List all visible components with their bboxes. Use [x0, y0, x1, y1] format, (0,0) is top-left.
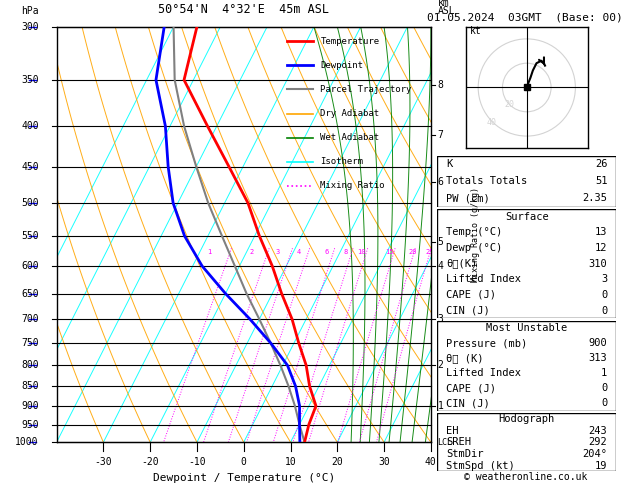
- Text: 3: 3: [438, 314, 443, 324]
- Text: 13: 13: [595, 227, 608, 238]
- Text: Dewpoint / Temperature (°C): Dewpoint / Temperature (°C): [153, 473, 335, 484]
- Text: 204°: 204°: [582, 449, 608, 459]
- Text: 310: 310: [589, 259, 608, 269]
- Text: 2: 2: [438, 360, 443, 370]
- Text: Lifted Index: Lifted Index: [446, 368, 521, 378]
- Text: 400: 400: [21, 121, 38, 131]
- Text: 1: 1: [438, 401, 443, 411]
- Text: 20: 20: [504, 101, 515, 109]
- Text: 0: 0: [601, 383, 608, 393]
- Text: 2.35: 2.35: [582, 193, 608, 203]
- Text: 292: 292: [589, 437, 608, 447]
- Text: 7: 7: [438, 130, 443, 139]
- Text: EH: EH: [446, 426, 459, 435]
- Text: 950: 950: [21, 419, 38, 430]
- Text: 15: 15: [386, 249, 394, 256]
- Text: 350: 350: [21, 75, 38, 85]
- Text: -20: -20: [142, 457, 159, 467]
- Text: StmDir: StmDir: [446, 449, 484, 459]
- Text: 1: 1: [208, 249, 212, 256]
- Text: 26: 26: [595, 159, 608, 169]
- Text: 4: 4: [438, 261, 443, 271]
- Text: LCL: LCL: [438, 438, 453, 447]
- Text: Mixing Ratio (g/kg): Mixing Ratio (g/kg): [471, 187, 481, 282]
- Text: 500: 500: [21, 198, 38, 208]
- Text: Surface: Surface: [505, 212, 548, 222]
- Text: 0: 0: [601, 398, 608, 408]
- Text: 6: 6: [325, 249, 329, 256]
- Text: 3: 3: [276, 249, 280, 256]
- Text: StmSpd (kt): StmSpd (kt): [446, 461, 515, 470]
- Text: SREH: SREH: [446, 437, 471, 447]
- Text: Pressure (mb): Pressure (mb): [446, 338, 527, 348]
- Text: Wet Adiabat: Wet Adiabat: [320, 133, 379, 142]
- Text: -30: -30: [94, 457, 112, 467]
- Text: 450: 450: [21, 162, 38, 172]
- Text: 12: 12: [595, 243, 608, 253]
- Text: 8: 8: [343, 249, 348, 256]
- Text: Temperature: Temperature: [320, 37, 379, 46]
- Text: 6: 6: [438, 177, 443, 187]
- Text: PW (cm): PW (cm): [446, 193, 490, 203]
- Text: 243: 243: [589, 426, 608, 435]
- Text: CIN (J): CIN (J): [446, 306, 490, 315]
- Text: kt: kt: [470, 26, 481, 36]
- Text: 0: 0: [601, 290, 608, 300]
- Text: 700: 700: [21, 314, 38, 324]
- Text: Mixing Ratio: Mixing Ratio: [320, 181, 385, 191]
- Text: Parcel Trajectory: Parcel Trajectory: [320, 85, 412, 94]
- Text: 313: 313: [589, 353, 608, 363]
- Text: 0: 0: [241, 457, 247, 467]
- Text: 750: 750: [21, 338, 38, 348]
- Text: 51: 51: [595, 176, 608, 186]
- Text: Isotherm: Isotherm: [320, 157, 364, 166]
- Text: 300: 300: [21, 22, 38, 32]
- Text: 800: 800: [21, 360, 38, 370]
- Text: 20: 20: [409, 249, 418, 256]
- Text: 20: 20: [331, 457, 343, 467]
- Text: Dry Adiabat: Dry Adiabat: [320, 109, 379, 118]
- Text: © weatheronline.co.uk: © weatheronline.co.uk: [464, 472, 587, 482]
- Text: 3: 3: [601, 274, 608, 284]
- Text: 5: 5: [438, 237, 443, 247]
- Text: K: K: [446, 159, 452, 169]
- Text: 1000: 1000: [15, 437, 38, 447]
- Text: 550: 550: [21, 231, 38, 241]
- Text: Hodograph: Hodograph: [499, 414, 555, 424]
- Text: hPa: hPa: [21, 6, 38, 17]
- Text: 900: 900: [21, 401, 38, 411]
- Text: Dewp (°C): Dewp (°C): [446, 243, 503, 253]
- Text: Dewpoint: Dewpoint: [320, 61, 364, 70]
- Text: 19: 19: [595, 461, 608, 470]
- Text: 900: 900: [589, 338, 608, 348]
- Text: 10: 10: [285, 457, 296, 467]
- Text: 40: 40: [487, 118, 497, 127]
- Text: 30: 30: [378, 457, 390, 467]
- Text: Temp (°C): Temp (°C): [446, 227, 503, 238]
- Text: km
ASL: km ASL: [438, 0, 455, 17]
- Text: 25: 25: [425, 249, 434, 256]
- Text: 650: 650: [21, 289, 38, 298]
- Text: Most Unstable: Most Unstable: [486, 323, 567, 333]
- Text: -10: -10: [188, 457, 206, 467]
- Text: 4: 4: [296, 249, 301, 256]
- Text: θᴇ (K): θᴇ (K): [446, 353, 484, 363]
- Text: θᴇ(K): θᴇ(K): [446, 259, 477, 269]
- Text: 50°54'N  4°32'E  45m ASL: 50°54'N 4°32'E 45m ASL: [159, 3, 329, 17]
- Text: 40: 40: [425, 457, 437, 467]
- Text: CIN (J): CIN (J): [446, 398, 490, 408]
- Text: 850: 850: [21, 381, 38, 391]
- Text: Lifted Index: Lifted Index: [446, 274, 521, 284]
- Text: 8: 8: [438, 80, 443, 90]
- Text: 2: 2: [250, 249, 254, 256]
- Text: 600: 600: [21, 261, 38, 271]
- Text: 1: 1: [601, 368, 608, 378]
- Text: 01.05.2024  03GMT  (Base: 00): 01.05.2024 03GMT (Base: 00): [427, 12, 623, 22]
- Text: 0: 0: [601, 306, 608, 315]
- Text: CAPE (J): CAPE (J): [446, 383, 496, 393]
- Text: Totals Totals: Totals Totals: [446, 176, 527, 186]
- Text: 10: 10: [357, 249, 366, 256]
- Text: CAPE (J): CAPE (J): [446, 290, 496, 300]
